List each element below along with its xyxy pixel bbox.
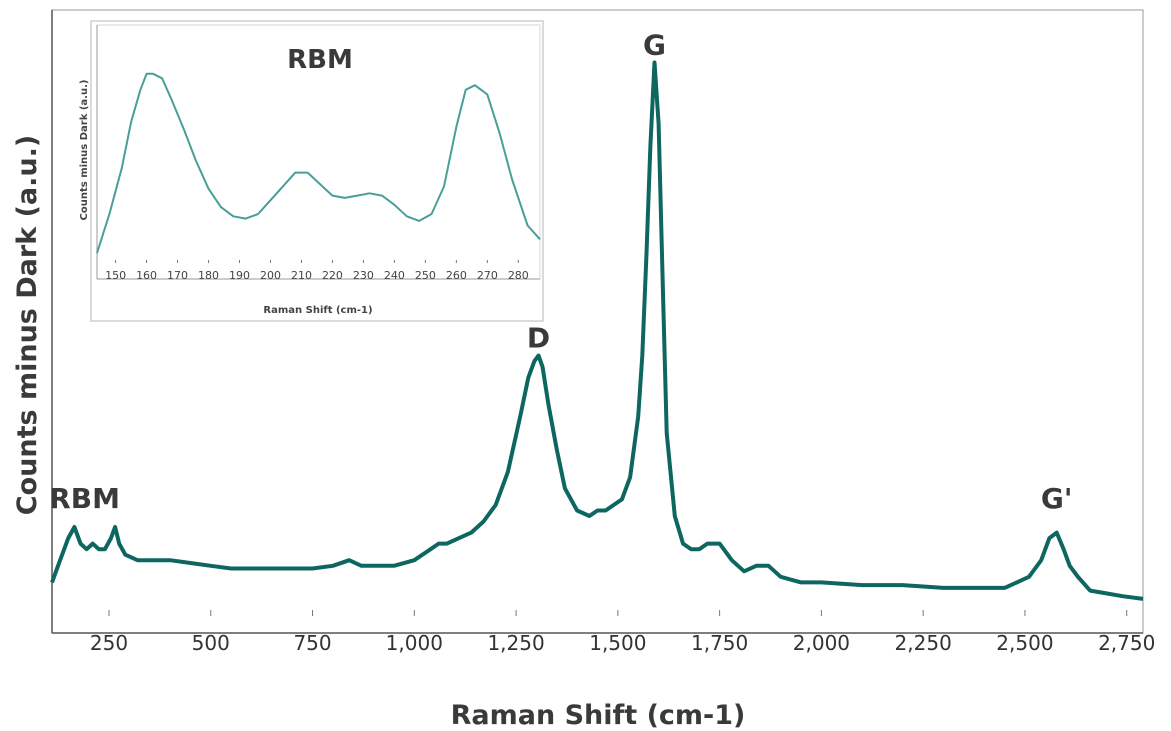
peak-annotations: RBM D G G' bbox=[49, 29, 1072, 515]
main-x-tick-label: 2,500 bbox=[996, 631, 1053, 655]
main-x-tick-label: 1,750 bbox=[691, 631, 748, 655]
main-x-tick-label: 2,750 bbox=[1098, 631, 1155, 655]
main-x-tick-label: 2,250 bbox=[895, 631, 952, 655]
inset-x-tick-label: 170 bbox=[167, 269, 188, 282]
main-x-ticks: 250 500 750 1,000 1,250 1,500 1,750 2,000 2,250 2… bbox=[90, 610, 1155, 655]
spectrum-line bbox=[50, 60, 1144, 601]
peak-label-d: D bbox=[527, 322, 550, 355]
inset-x-tick-label: 180 bbox=[198, 269, 219, 282]
inset-x-tick-label: 260 bbox=[446, 269, 467, 282]
x-axis-title: Raman Shift (cm-1) bbox=[451, 700, 746, 731]
inset-x-ticks: 150 160 170 180 190 200 210 220 230 240 250 260 270 2… bbox=[105, 260, 529, 282]
inset-x-tick-label: 240 bbox=[384, 269, 405, 282]
peak-label-rbm: RBM bbox=[49, 482, 120, 515]
inset-x-tick-label: 160 bbox=[136, 269, 157, 282]
y-axis-title: Counts minus Dark (a.u.) bbox=[12, 135, 43, 515]
main-chart: 250 500 750 1,000 1,250 1,500 1,750 2,000 2,250 2… bbox=[12, 9, 1155, 731]
inset-x-tick-label: 200 bbox=[260, 269, 281, 282]
peak-label-g: G' bbox=[1041, 482, 1073, 515]
rbm-inset-chart: 150 160 170 180 190 200 210 220 230 240 250 260 270 2… bbox=[79, 20, 544, 322]
inset-spectrum-line bbox=[96, 72, 541, 254]
inset-y-axis-title: Counts minus Dark (a.u.) bbox=[79, 80, 90, 221]
main-x-tick-label: 1,250 bbox=[487, 631, 544, 655]
inset-title: RBM bbox=[287, 45, 353, 75]
main-x-tick-label: 1,500 bbox=[589, 631, 646, 655]
inset-x-axis-title: Raman Shift (cm-1) bbox=[263, 305, 372, 316]
peak-label-g: G bbox=[643, 29, 666, 62]
inset-x-tick-label: 230 bbox=[353, 269, 374, 282]
main-x-tick-label: 1,000 bbox=[386, 631, 443, 655]
inset-x-tick-label: 150 bbox=[105, 269, 126, 282]
inset-x-tick-label: 220 bbox=[322, 269, 343, 282]
main-x-tick-label: 750 bbox=[293, 631, 331, 655]
main-x-tick-label: 500 bbox=[192, 631, 230, 655]
inset-plot-frame bbox=[96, 24, 541, 280]
inset-x-tick-label: 270 bbox=[477, 269, 498, 282]
main-x-tick-label: 250 bbox=[90, 631, 128, 655]
inset-x-tick-label: 280 bbox=[508, 269, 529, 282]
main-x-tick-label: 2,000 bbox=[793, 631, 850, 655]
inset-x-tick-label: 190 bbox=[229, 269, 250, 282]
inset-x-tick-label: 210 bbox=[291, 269, 312, 282]
inset-x-tick-label: 250 bbox=[415, 269, 436, 282]
